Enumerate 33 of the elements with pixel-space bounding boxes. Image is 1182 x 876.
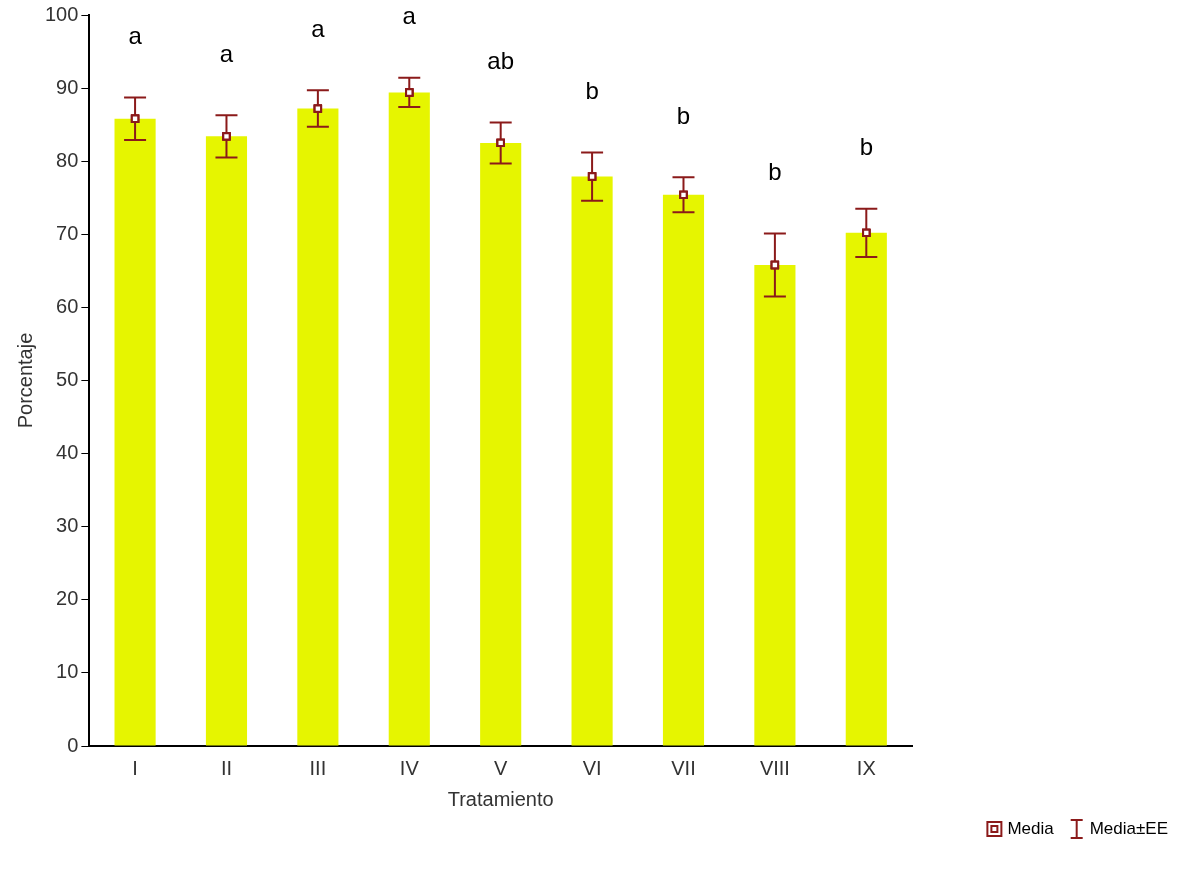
annotation: a [311,14,326,42]
y-tick-label: 60 [56,294,79,317]
x-tick-label: VI [582,756,602,779]
x-tick-label: II [220,756,233,779]
y-tick-label: 100 [44,2,79,25]
annotation: ab [487,47,515,75]
y-tick-label: 30 [56,514,79,537]
y-tick-label: 10 [56,660,79,683]
x-tick-label: IX [856,756,876,779]
legend-label: Media±EE [1089,818,1168,838]
y-tick-label: 20 [56,587,79,610]
annotation: b [676,101,691,129]
x-tick-label: V [494,756,509,779]
annotation: a [219,39,234,67]
annotation: a [402,2,417,30]
x-tick-label: VII [671,756,696,779]
x-tick-label: I [132,756,138,779]
y-tick-label: 0 [67,733,79,756]
legend-label: Media [1007,818,1055,838]
y-tick-label: 50 [56,368,79,391]
x-tick-label: VIII [759,756,790,779]
annotation: b [768,158,782,186]
y-tick-label: 70 [56,221,79,244]
y-axis-title: Porcentaje [13,332,36,429]
x-axis-title: Tratamiento [447,787,554,810]
annotation: b [585,77,599,105]
y-tick-label: 40 [56,441,79,464]
x-tick-label: III [309,756,327,779]
y-tick-label: 90 [56,75,79,98]
y-tick-label: 80 [56,148,79,171]
annotation: b [859,133,873,161]
annotation: a [128,22,143,50]
x-tick-label: IV [399,756,420,779]
